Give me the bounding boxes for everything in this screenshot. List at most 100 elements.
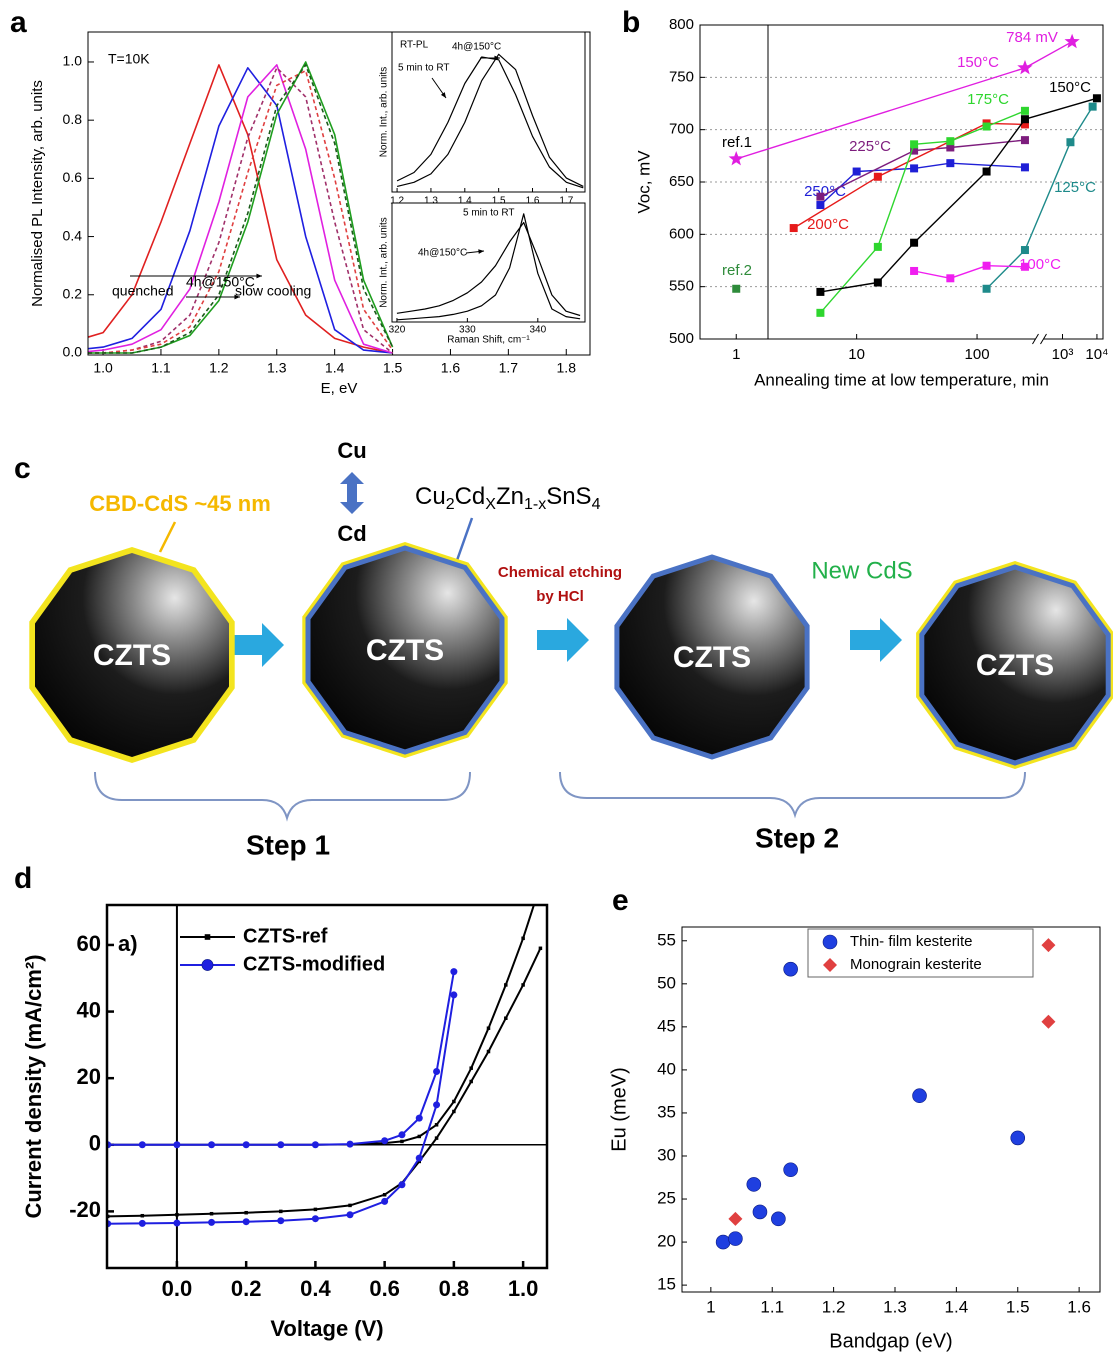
marker xyxy=(910,140,919,149)
y-tick-label: 40 xyxy=(77,997,101,1022)
x-axis-label: Voltage (V) xyxy=(270,1316,383,1341)
formula-part: 2 xyxy=(446,496,455,513)
x-tick-label: 0.2 xyxy=(231,1276,262,1301)
x-tick-label: 1.6 xyxy=(1067,1297,1091,1316)
marker xyxy=(910,164,919,173)
series-label: ref.2 xyxy=(722,262,752,279)
annotation: ref.1 xyxy=(722,134,752,151)
y-tick-label: 55 xyxy=(657,930,676,949)
marker xyxy=(398,1181,406,1189)
marker xyxy=(728,1211,743,1226)
marker xyxy=(783,1162,798,1178)
series-line xyxy=(820,139,1026,198)
marker xyxy=(452,1099,456,1104)
series-label: 150°C xyxy=(1049,79,1091,96)
diagram: CBD-CdS ~45 nm Cu Cd Cu2CdXZn1-xSnS4 Che… xyxy=(29,438,1113,860)
x-tick-label: 340 xyxy=(529,325,546,336)
plot-frame xyxy=(391,202,586,323)
y-tick-label: 0.2 xyxy=(63,285,83,301)
marker xyxy=(208,1218,216,1226)
marker xyxy=(1020,136,1029,145)
formula-part: Zn xyxy=(496,483,524,510)
panel-label: c xyxy=(14,452,31,485)
x-tick-label: 320 xyxy=(389,325,406,336)
marker xyxy=(1020,163,1029,172)
exchange-label: Cu xyxy=(337,438,366,463)
marker xyxy=(434,1123,439,1127)
series-label: 175°C xyxy=(967,91,1009,108)
marker xyxy=(1020,106,1029,115)
x-axis-label: E, eV xyxy=(321,380,358,397)
annotation: quenched xyxy=(112,283,174,299)
annotation: slow cooling xyxy=(235,283,311,299)
y-tick-label: 20 xyxy=(77,1064,101,1089)
annotation: a) xyxy=(118,931,138,956)
x-tick-label: 1.2 xyxy=(209,360,229,376)
panel-label: b xyxy=(622,6,640,39)
marker xyxy=(816,192,825,201)
x-tick-label: 0.4 xyxy=(300,1276,331,1301)
y-tick-label: 700 xyxy=(669,121,694,138)
arrow-head xyxy=(478,249,484,254)
annotation: 4h@150°C xyxy=(418,248,467,259)
marker xyxy=(415,1114,423,1122)
marker xyxy=(201,959,214,971)
series-line xyxy=(793,122,1026,229)
x-tick-label: 1.1 xyxy=(760,1297,784,1316)
cds-label: CBD-CdS ~45 nm xyxy=(89,491,271,516)
marker xyxy=(173,1219,181,1227)
marker xyxy=(822,934,838,950)
annotation: 5 min to RT xyxy=(398,63,450,74)
step-label: Step 2 xyxy=(755,822,839,853)
marker xyxy=(1064,33,1080,49)
grain-label: CZTS xyxy=(976,649,1054,682)
y-tick-label: 0 xyxy=(89,1131,101,1156)
series-line xyxy=(88,64,393,354)
marker xyxy=(277,1141,285,1149)
series-line xyxy=(88,67,394,354)
chart: 15 20 25 30 35 40 45 50 55 1 1.1 1.2 1.3 1.4 1.5 1.6 Ban… xyxy=(608,926,1101,1352)
pointer xyxy=(453,517,474,567)
marker xyxy=(982,261,991,270)
marker xyxy=(1020,115,1029,124)
series-line xyxy=(88,64,393,354)
x-axis-label: Annealing time at low temperature, min xyxy=(754,370,1049,389)
x-tick-label: 1.5 xyxy=(492,196,506,207)
y-tick-label: 0.8 xyxy=(63,111,83,127)
marker xyxy=(1092,94,1101,103)
y-tick-label: 500 xyxy=(669,330,694,347)
series-label: 125°C xyxy=(1054,179,1096,196)
formula-part: Cd xyxy=(455,483,486,510)
x-tick-label: 1.0 xyxy=(93,360,113,376)
series-line xyxy=(819,110,1026,314)
x-tick-label: 10³ xyxy=(1052,346,1074,363)
series-label: 250°C xyxy=(804,183,846,200)
axis-break xyxy=(1035,335,1044,343)
series-line xyxy=(396,213,581,321)
marker xyxy=(277,1217,285,1225)
x-tick-label: 0.8 xyxy=(439,1276,470,1301)
grain xyxy=(919,564,1111,766)
series-label: 225°C xyxy=(849,138,891,155)
marker xyxy=(433,1068,441,1076)
marker xyxy=(539,883,543,887)
panel-label: d xyxy=(14,862,32,895)
etching-label: by HCl xyxy=(536,588,584,605)
marker xyxy=(1041,1014,1056,1029)
marker xyxy=(173,1141,181,1149)
y-tick-label: 25 xyxy=(657,1189,676,1208)
grain-label: CZTS xyxy=(93,639,171,672)
etching-label: Chemical etching xyxy=(498,564,622,581)
marker xyxy=(313,1207,318,1212)
plot-area xyxy=(392,32,585,192)
marker xyxy=(521,983,525,987)
formula-part: X xyxy=(485,496,496,513)
marker xyxy=(398,1131,406,1139)
arrow-head xyxy=(256,273,262,279)
marker xyxy=(728,1231,743,1246)
marker xyxy=(852,167,861,176)
annotation: RT-PL xyxy=(400,40,429,51)
marker xyxy=(469,1079,473,1084)
